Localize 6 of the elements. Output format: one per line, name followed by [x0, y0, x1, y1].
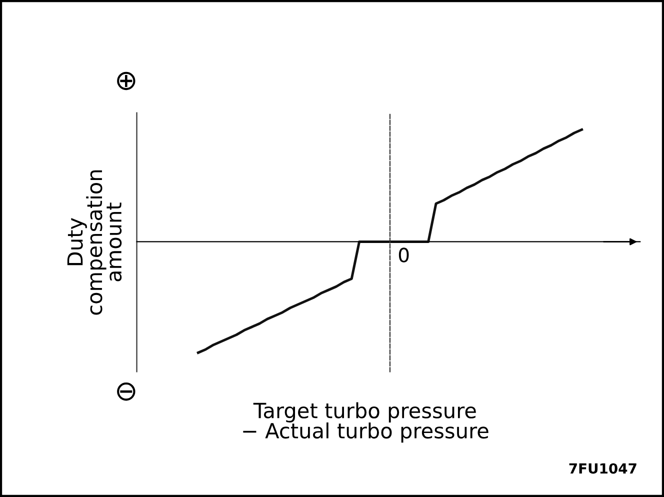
x-axis-title: Target turbo pressure − Actual turbo pressure — [243, 402, 488, 443]
text: ⊖ — [117, 382, 136, 401]
y-axis-title: Duty compensation amount — [67, 170, 122, 315]
text: 7FU1047 — [569, 463, 636, 474]
text: ⊕ — [117, 72, 136, 90]
annotation: 0 — [398, 248, 409, 262]
